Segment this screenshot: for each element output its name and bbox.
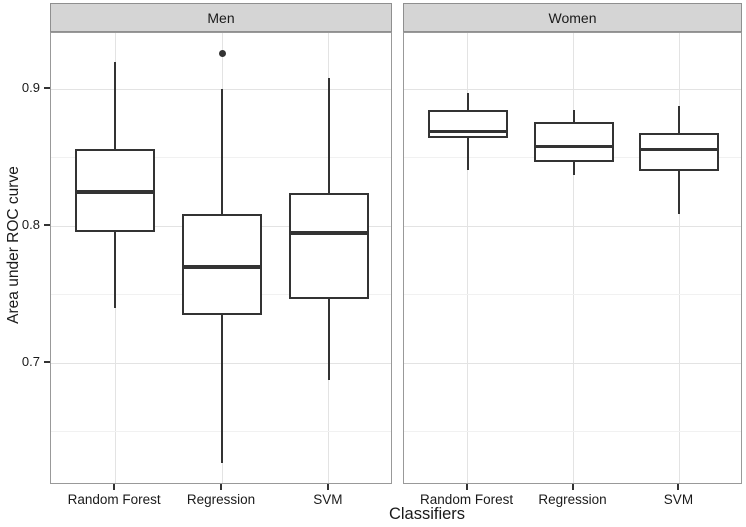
facet-panel [50, 32, 392, 484]
outlier-point [218, 50, 226, 58]
x-tick-label: SVM [663, 492, 694, 507]
x-tick-label: Regression [186, 492, 256, 507]
boxplot-box [288, 193, 369, 299]
x-tick-label: SVM [313, 492, 343, 507]
facet-strip: Women [403, 3, 742, 32]
y-tick-mark [44, 361, 50, 364]
x-tick-mark [326, 484, 329, 490]
x-tick-mark [677, 484, 680, 490]
x-tick-label: Random Forest [420, 492, 514, 507]
facet-strip-label: Men [207, 9, 235, 26]
gridline-major [404, 225, 741, 227]
median-line [533, 144, 614, 149]
y-tick-label: 0.9 [21, 80, 40, 96]
x-tick-mark [571, 484, 574, 490]
x-tick-mark [113, 484, 116, 490]
median-line [182, 265, 262, 269]
y-tick-mark [44, 224, 50, 227]
boxplot-box [533, 122, 614, 162]
x-tick-mark [220, 484, 222, 490]
gridline-vertical [678, 33, 680, 483]
gridline-vertical [573, 33, 574, 483]
x-tick-mark [465, 484, 468, 490]
x-tick-label: Regression [538, 492, 607, 507]
boxplot-box [427, 109, 508, 139]
x-axis-title: Classifiers [388, 505, 466, 523]
facet-strip: Men [50, 3, 392, 32]
gridline-major [404, 88, 741, 90]
median-line [639, 147, 720, 152]
median-line [427, 129, 508, 134]
x-tick-label: Random Forest [67, 492, 161, 507]
median-line [288, 231, 369, 235]
median-line [75, 190, 156, 194]
y-tick-label: 0.7 [21, 354, 40, 370]
gridline-major [404, 362, 741, 364]
facet-panel [403, 32, 742, 484]
facet-strip-label: Women [548, 9, 597, 26]
gridline-vertical [467, 33, 469, 483]
y-tick-mark [44, 87, 50, 90]
y-axis-title: Area under ROC curve [5, 166, 22, 324]
boxplot-box [639, 132, 720, 172]
y-tick-label: 0.8 [21, 217, 40, 233]
gridline-minor [404, 431, 741, 433]
gridline-minor [404, 294, 741, 296]
boxplot-box [182, 213, 262, 316]
